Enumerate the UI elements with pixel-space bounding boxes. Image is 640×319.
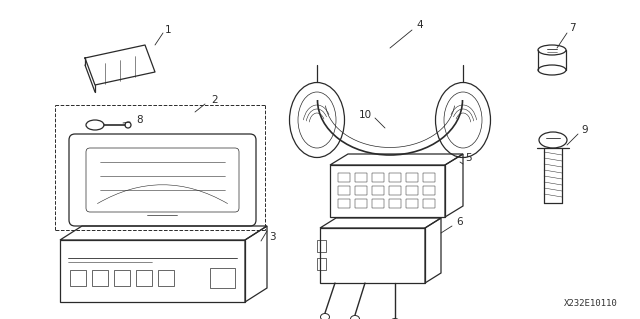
Text: 3: 3: [269, 232, 275, 242]
Text: 9: 9: [582, 125, 588, 135]
Text: 5: 5: [465, 153, 471, 163]
Text: 2: 2: [212, 95, 218, 105]
Text: 10: 10: [358, 110, 372, 120]
Text: 6: 6: [457, 217, 463, 227]
Text: 7: 7: [569, 23, 575, 33]
Text: X232E10110: X232E10110: [564, 299, 618, 308]
Text: 8: 8: [137, 115, 143, 125]
Text: 1: 1: [164, 25, 172, 35]
Text: 4: 4: [417, 20, 423, 30]
